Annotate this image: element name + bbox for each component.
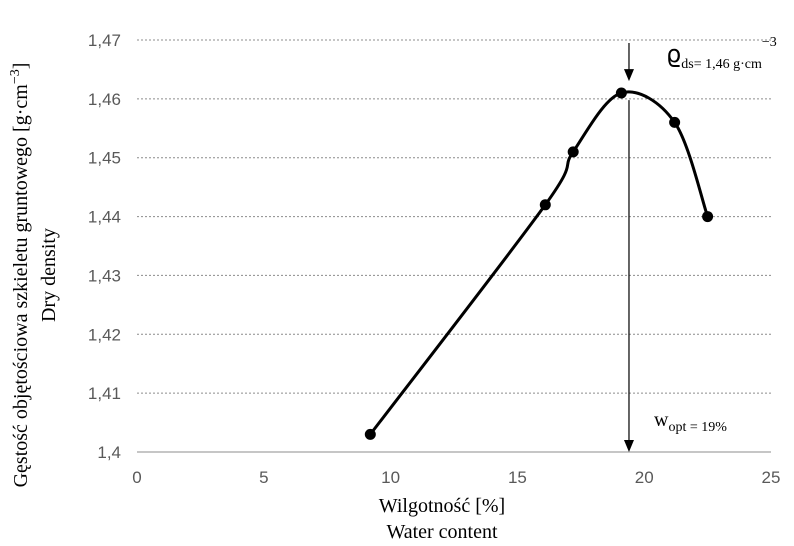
x-tick-labels: 0 5 10 15 20 25 [132, 468, 780, 487]
x-tick-label: 10 [381, 468, 400, 487]
data-point [567, 146, 579, 158]
max-density-value: = 1,46 g·cm [694, 57, 762, 72]
x-axis-title: Wilgotność [%] [379, 495, 505, 517]
max-density-unit-exponent: −3 [762, 35, 777, 50]
rho-subscript: ds [681, 57, 693, 72]
data-point [702, 211, 714, 223]
y-axis-title-exponent: −3 [8, 69, 23, 84]
data-point [669, 116, 681, 128]
x-tick-label: 15 [508, 468, 527, 487]
y-tick-label: 1,47 [88, 31, 121, 50]
data-point [615, 87, 627, 99]
y-tick-labels: 1,4 1,41 1,42 1,43 1,44 1,45 1,46 1,47 [88, 31, 121, 462]
y-tick-label: 1,43 [88, 266, 121, 285]
max-density-annotation: ϱds= 1,46 g·cm−3 [666, 35, 777, 72]
optimum-water-value: = 19% [686, 420, 727, 435]
y-axis-title-main: Gęstość objętościowa szkieletu gruntoweg… [10, 84, 32, 488]
optimum-arrowhead-bottom [623, 440, 634, 452]
y-tick-label: 1,46 [88, 90, 121, 109]
series-line [369, 90, 710, 436]
y-tick-label: 1,41 [88, 384, 121, 403]
w-subscript: opt [668, 420, 686, 435]
y-tick-label: 1,44 [88, 208, 121, 227]
y-axis-subtitle: Dry density [38, 228, 60, 322]
gridlines [137, 39, 771, 394]
x-tick-label: 25 [762, 468, 781, 487]
optimum-arrowhead-top [623, 69, 634, 82]
y-axis-title-bracket: ] [10, 63, 32, 70]
x-axis-subtitle: Water content [386, 521, 498, 543]
y-tick-label: 1,42 [88, 325, 121, 344]
data-point [364, 428, 376, 440]
x-tick-label: 0 [132, 468, 141, 487]
y-axis-title: Gęstość objętościowa szkieletu gruntoweg… [8, 63, 32, 488]
w-symbol: w [654, 409, 669, 431]
series-markers [364, 87, 714, 440]
y-tick-label: 1,4 [97, 443, 121, 462]
optimum-water-annotation: wopt = 19% [654, 409, 727, 435]
x-tick-label: 5 [259, 468, 268, 487]
rho-symbol: ϱ [666, 40, 681, 68]
y-tick-label: 1,45 [88, 149, 121, 168]
x-tick-label: 20 [635, 468, 654, 487]
data-point [539, 199, 551, 211]
